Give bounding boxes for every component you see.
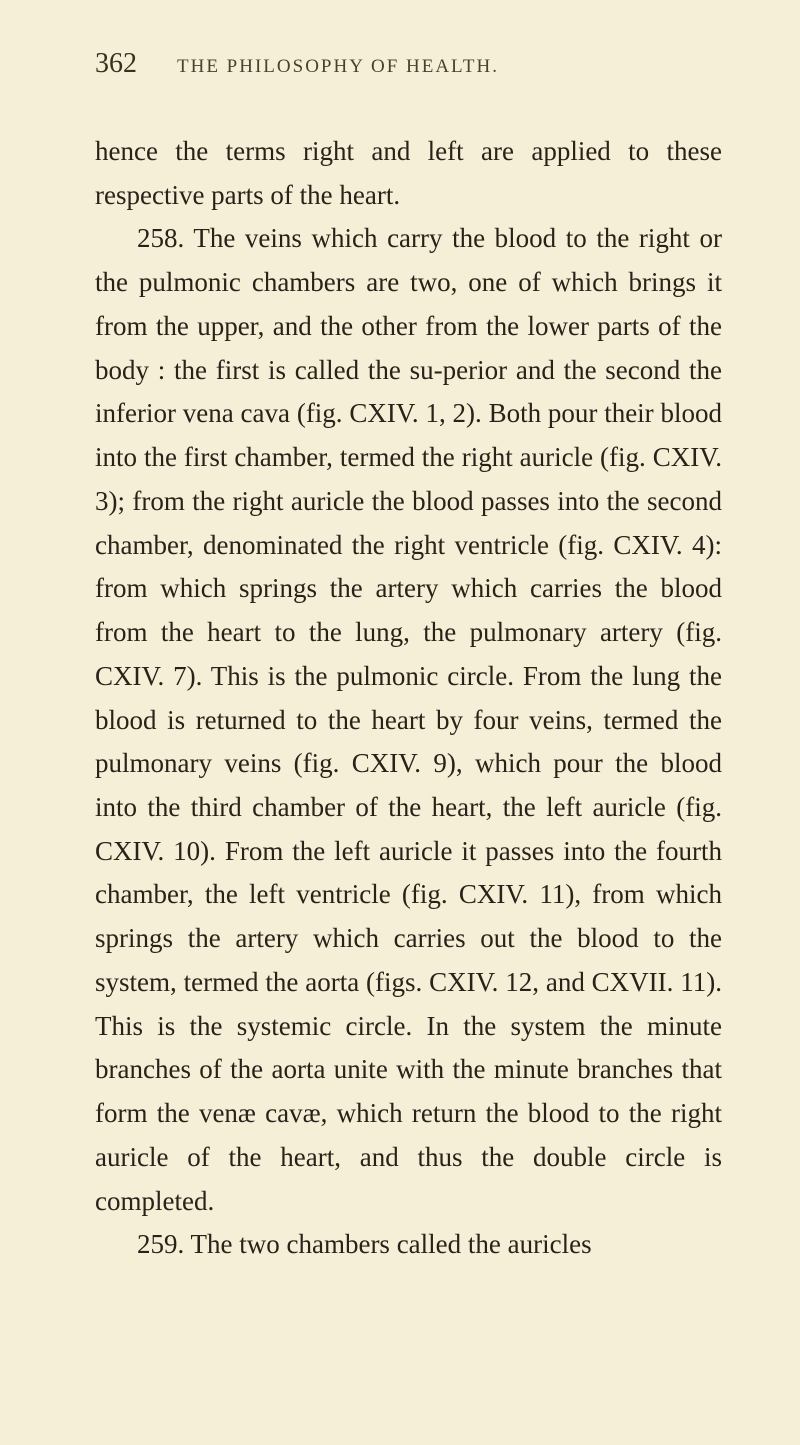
body-text: hence the terms right and left are appli… [95, 130, 722, 1267]
running-title: THE PHILOSOPHY OF HEALTH. [177, 56, 499, 78]
paragraph-259: 259. The two chambers called the auricle… [95, 1223, 722, 1267]
page-header: 362 THE PHILOSOPHY OF HEALTH. [95, 48, 722, 80]
paragraph-continuation: hence the terms right and left are appli… [95, 130, 722, 217]
paragraph-258: 258. The veins which carry the blood to … [95, 217, 722, 1223]
page-number: 362 [95, 48, 137, 80]
